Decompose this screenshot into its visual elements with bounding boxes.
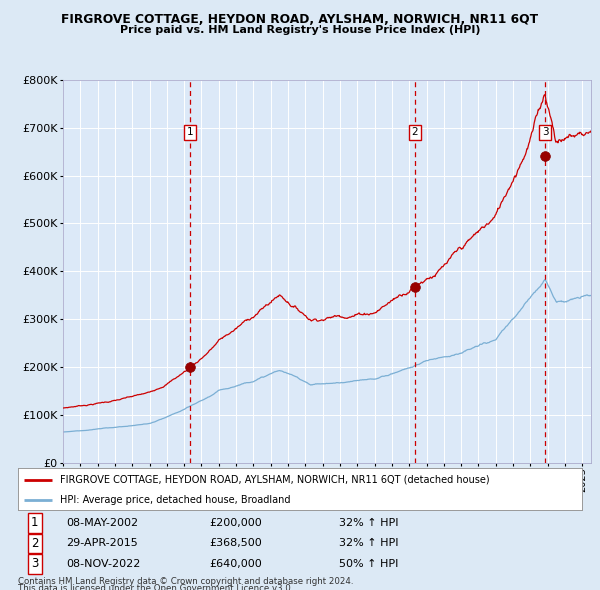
Text: HPI: Average price, detached house, Broadland: HPI: Average price, detached house, Broa… bbox=[60, 495, 291, 504]
Text: £368,500: £368,500 bbox=[210, 539, 263, 548]
Text: Contains HM Land Registry data © Crown copyright and database right 2024.: Contains HM Land Registry data © Crown c… bbox=[18, 577, 353, 586]
Text: 1: 1 bbox=[187, 127, 194, 137]
Text: FIRGROVE COTTAGE, HEYDON ROAD, AYLSHAM, NORWICH, NR11 6QT: FIRGROVE COTTAGE, HEYDON ROAD, AYLSHAM, … bbox=[61, 13, 539, 26]
Text: 2: 2 bbox=[31, 537, 38, 550]
Text: 29-APR-2015: 29-APR-2015 bbox=[66, 539, 137, 548]
Text: 2: 2 bbox=[412, 127, 418, 137]
Text: FIRGROVE COTTAGE, HEYDON ROAD, AYLSHAM, NORWICH, NR11 6QT (detached house): FIRGROVE COTTAGE, HEYDON ROAD, AYLSHAM, … bbox=[60, 475, 490, 485]
Text: 08-MAY-2002: 08-MAY-2002 bbox=[66, 518, 138, 528]
Text: 3: 3 bbox=[542, 127, 548, 137]
Text: This data is licensed under the Open Government Licence v3.0.: This data is licensed under the Open Gov… bbox=[18, 584, 293, 590]
Text: 3: 3 bbox=[31, 558, 38, 571]
Text: 08-NOV-2022: 08-NOV-2022 bbox=[66, 559, 140, 569]
Text: £640,000: £640,000 bbox=[210, 559, 263, 569]
Text: Price paid vs. HM Land Registry's House Price Index (HPI): Price paid vs. HM Land Registry's House … bbox=[120, 25, 480, 35]
Text: 32% ↑ HPI: 32% ↑ HPI bbox=[340, 518, 399, 528]
Text: £200,000: £200,000 bbox=[210, 518, 263, 528]
Text: 50% ↑ HPI: 50% ↑ HPI bbox=[340, 559, 399, 569]
Text: 1: 1 bbox=[31, 516, 38, 529]
Text: 32% ↑ HPI: 32% ↑ HPI bbox=[340, 539, 399, 548]
